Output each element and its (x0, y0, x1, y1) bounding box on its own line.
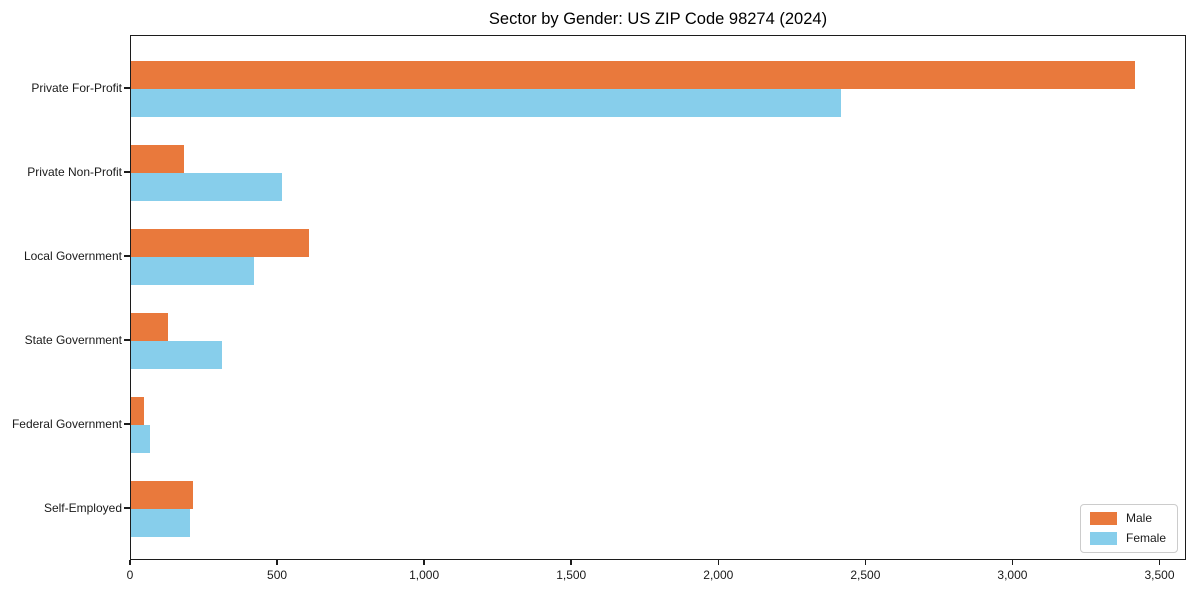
bar-female-5 (131, 509, 190, 537)
plot-area: Male Female (130, 35, 1186, 560)
y-tick-mark (124, 87, 130, 89)
category-label: Federal Government (11, 417, 122, 431)
legend-entry-male: Male (1089, 511, 1166, 525)
legend: Male Female (1079, 504, 1178, 553)
bar-male-5 (131, 481, 193, 509)
legend-swatch-male (1089, 512, 1117, 525)
bar-female-2 (131, 257, 255, 285)
bar-male-0 (131, 61, 1136, 89)
category-label: Local Government (23, 249, 122, 263)
legend-label: Male (1125, 511, 1152, 525)
x-tick-mark (864, 560, 867, 565)
bar-female-1 (131, 173, 283, 201)
bar-female-0 (131, 89, 842, 117)
x-tick-mark (423, 560, 425, 565)
category-label: Private Non-Profit (27, 165, 122, 179)
x-tick-label: 2,000 (703, 568, 734, 582)
bar-female-4 (131, 425, 151, 453)
bar-male-4 (131, 397, 145, 425)
bar-male-3 (131, 313, 168, 341)
x-tick-label: 0 (126, 568, 134, 582)
y-tick-mark (124, 255, 130, 257)
y-tick-mark (124, 171, 130, 173)
x-tick-label: 1,000 (409, 568, 440, 582)
x-tick-label: 3,500 (1144, 568, 1175, 582)
x-tick-mark (1011, 560, 1014, 565)
x-tick-mark (276, 560, 278, 565)
category-label: Private For-Profit (31, 81, 122, 95)
x-tick-mark (717, 560, 720, 565)
x-tick-mark (570, 560, 572, 565)
bar-male-1 (131, 145, 184, 173)
bar-female-3 (131, 341, 222, 369)
y-tick-mark (124, 339, 130, 341)
category-label: State Government (24, 333, 122, 347)
chart-title: Sector by Gender: US ZIP Code 98274 (202… (488, 10, 828, 28)
legend-entry-female: Female (1089, 531, 1166, 545)
y-tick-mark (124, 423, 130, 425)
x-tick-label: 500 (267, 568, 288, 582)
x-tick-mark (1158, 560, 1161, 565)
x-tick-label: 1,500 (556, 568, 587, 582)
x-tick-label: 3,000 (997, 568, 1028, 582)
x-tick-mark (129, 560, 131, 565)
legend-label: Female (1125, 531, 1166, 545)
category-label: Self-Employed (43, 501, 122, 515)
bar-male-2 (131, 229, 309, 257)
y-tick-mark (124, 507, 130, 509)
legend-swatch-female (1089, 532, 1117, 545)
x-tick-label: 2,500 (850, 568, 881, 582)
